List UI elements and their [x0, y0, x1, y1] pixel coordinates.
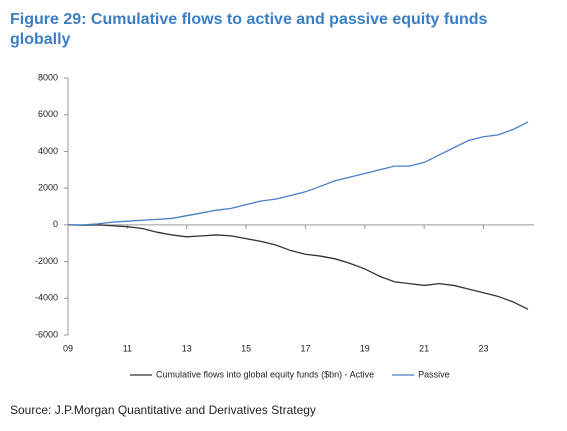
chart-title: Figure 29: Cumulative flows to active an…	[10, 11, 488, 28]
y-tick-label: 8000	[38, 72, 58, 82]
source: Source: J.P.Morgan Quantitative and Deri…	[10, 403, 316, 417]
legend-label: Passive	[418, 369, 450, 379]
y-tick-label: -6000	[35, 329, 58, 339]
x-tick-label: 09	[63, 343, 73, 353]
x-tick-label: 21	[419, 343, 429, 353]
y-tick-label: -4000	[35, 293, 58, 303]
y-tick-label: 0	[53, 219, 58, 229]
series-line	[67, 224, 529, 310]
y-tick-label: 6000	[38, 109, 58, 119]
x-tick-label: 17	[300, 343, 310, 353]
legend-label: Cumulative flows into global equity fund…	[156, 369, 374, 379]
x-tick-label: 15	[241, 343, 251, 353]
y-tick-label: 4000	[38, 146, 58, 156]
x-tick-label: 11	[123, 343, 132, 353]
y-tick-label: 2000	[38, 183, 58, 193]
x-tick-label: 13	[182, 343, 192, 353]
chart-title: globally	[10, 31, 71, 48]
series-line	[68, 121, 529, 226]
y-tick-label: -2000	[35, 256, 58, 266]
x-tick-label: 23	[479, 343, 489, 353]
x-tick-label: 19	[360, 343, 370, 353]
